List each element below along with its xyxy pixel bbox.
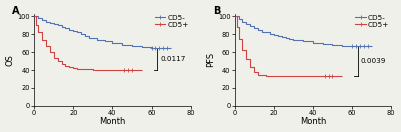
Text: 0.0117: 0.0117 bbox=[160, 56, 186, 62]
Legend: CD5-, CD5+: CD5-, CD5+ bbox=[356, 15, 389, 28]
Text: A: A bbox=[12, 6, 20, 16]
Y-axis label: PFS: PFS bbox=[206, 52, 215, 67]
Text: 0.0039: 0.0039 bbox=[361, 58, 386, 64]
Legend: CD5-, CD5+: CD5-, CD5+ bbox=[155, 15, 188, 28]
X-axis label: Month: Month bbox=[99, 117, 126, 126]
X-axis label: Month: Month bbox=[300, 117, 326, 126]
Y-axis label: OS: OS bbox=[6, 54, 14, 66]
Text: B: B bbox=[213, 6, 220, 16]
